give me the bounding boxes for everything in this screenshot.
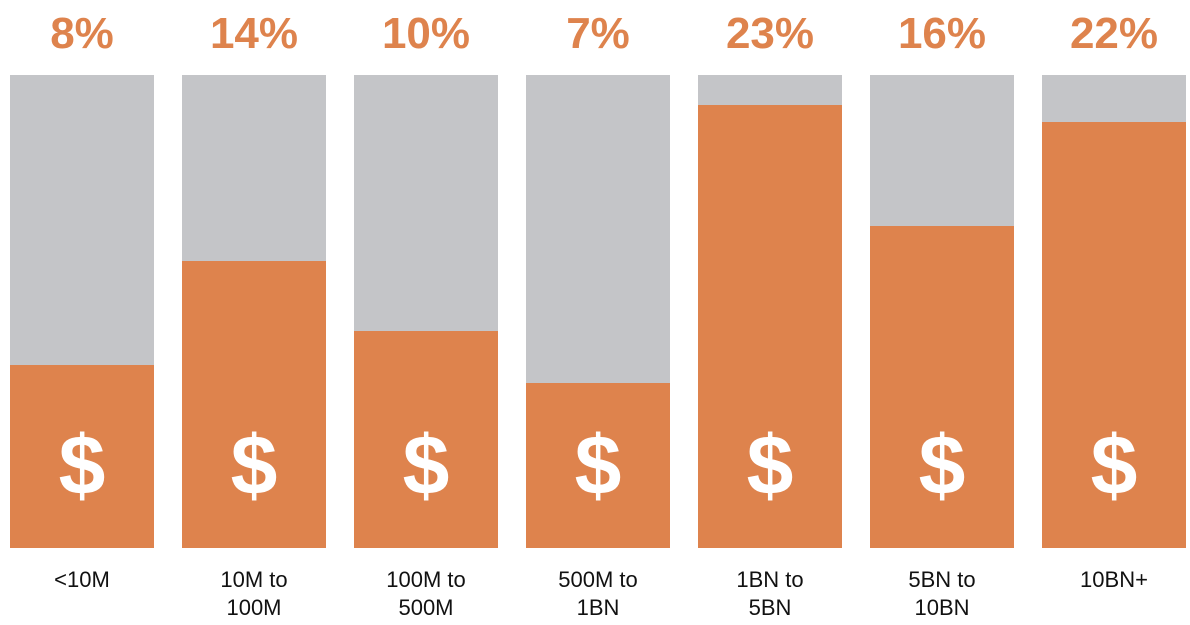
bar-column: 23% $1BN to 5BN (698, 0, 842, 625)
x-tick-label: 100M to 500M (386, 567, 466, 620)
bar-column: 7% $500M to 1BN (526, 0, 670, 625)
bar-symbol: $ (746, 418, 794, 512)
value-label: 23% (725, 9, 815, 58)
bar-symbol: $ (230, 418, 278, 512)
bar-symbol: $ (574, 418, 622, 512)
x-tick-label: 10M to 100M (220, 567, 288, 620)
bar-background (870, 75, 1014, 548)
x-tick-label: <10M (54, 567, 110, 592)
bar-column: 14% $10M to 100M (182, 0, 326, 625)
bar-background (526, 75, 670, 548)
bar-symbol: $ (58, 418, 106, 512)
x-tick-label: 500M to 1BN (558, 567, 638, 620)
value-label: 22% (1069, 9, 1159, 58)
bar (526, 382, 670, 548)
bar (354, 330, 498, 548)
value-label: 14% (209, 9, 299, 58)
bar-column: 22% $10BN+ (1042, 0, 1186, 625)
bar (10, 365, 154, 548)
bar-symbol: $ (402, 418, 450, 512)
bar-column: 8% $ <10M (10, 0, 154, 625)
value-label: 16% (897, 9, 987, 58)
bar (1042, 121, 1186, 548)
bar (698, 104, 842, 548)
bar-background (698, 75, 842, 548)
value-label: 7% (566, 9, 630, 58)
bar-column: 16% $5BN to 10BN (870, 0, 1014, 625)
x-tick-label: 5BN to 10BN (908, 567, 976, 620)
x-tick-label: 10BN+ (1080, 567, 1148, 592)
bar-background (354, 75, 498, 548)
bar-background (10, 75, 154, 548)
bar-symbol: $ (1090, 418, 1138, 512)
bar-column: 10% $100M to 500M (354, 0, 498, 625)
bar-background (1042, 75, 1186, 548)
x-tick-label: 1BN to 5BN (736, 567, 804, 620)
value-label: 8% (50, 9, 114, 58)
value-label: 10% (381, 9, 471, 58)
bar-background (182, 75, 326, 548)
bar (870, 226, 1014, 548)
bar (182, 261, 326, 548)
bar-symbol: $ (918, 418, 966, 512)
